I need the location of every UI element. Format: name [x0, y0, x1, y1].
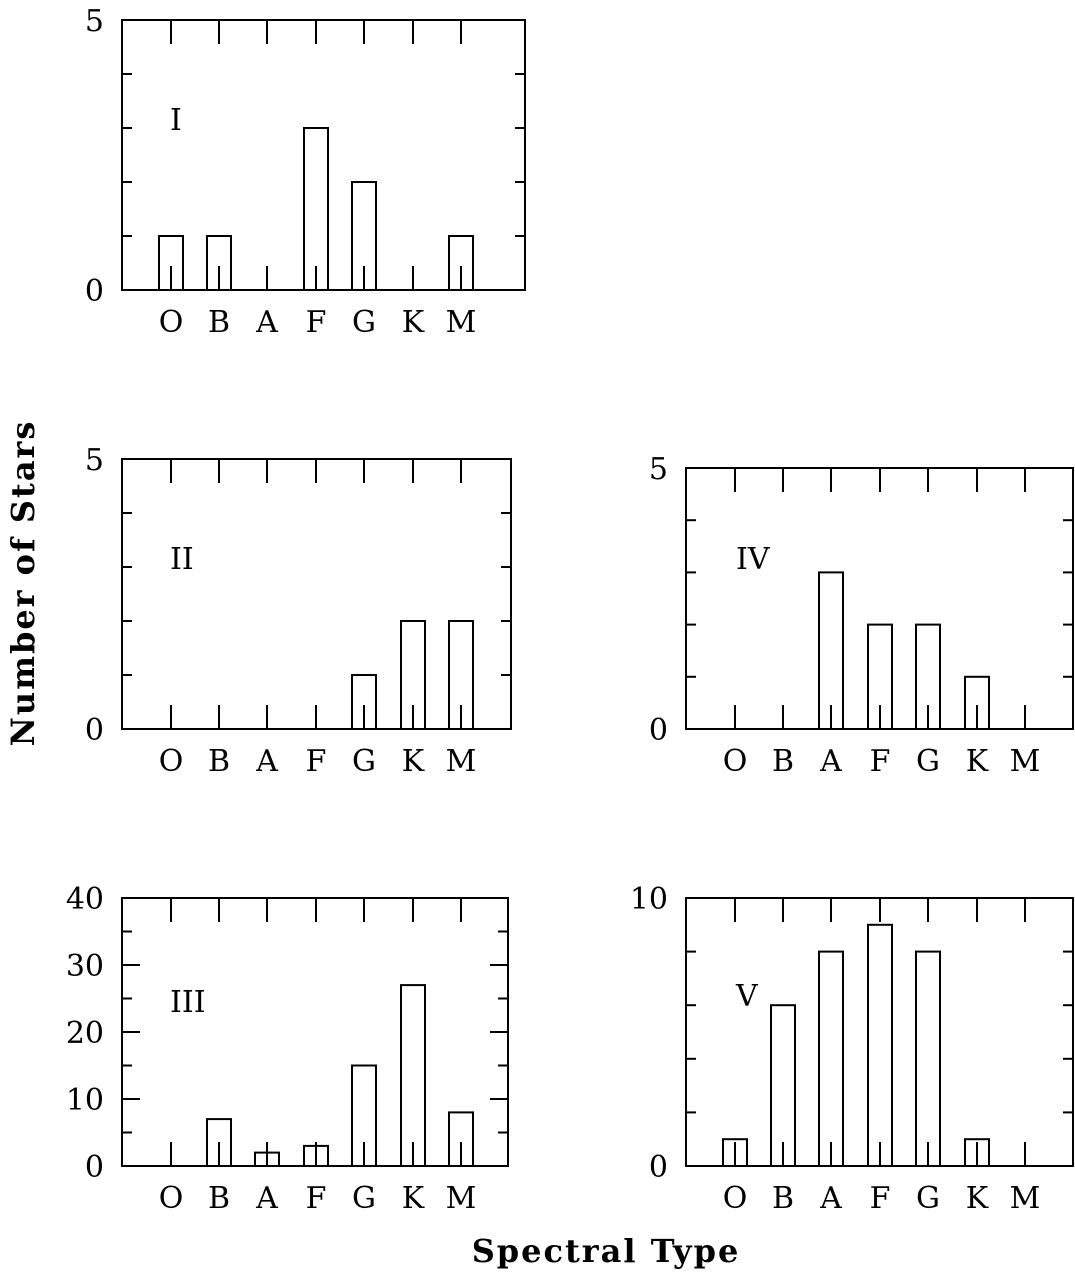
x-tick-label: O: [159, 1181, 184, 1216]
y-tick-label: 0: [649, 1150, 668, 1185]
x-tick-label: A: [819, 1181, 842, 1216]
x-tick-label: G: [916, 744, 940, 779]
panel-label: IV: [736, 542, 771, 577]
x-tick-label: M: [1010, 1181, 1041, 1216]
panel-I: O B A F G K M 0 5 I: [85, 4, 526, 340]
x-tick-label: G: [352, 1181, 376, 1216]
x-tick-label: M: [446, 1181, 477, 1216]
bar-F: [867, 923, 893, 1167]
x-tick-label: A: [819, 744, 842, 779]
y-tick-label: 20: [66, 1016, 104, 1051]
x-tick-label: O: [159, 305, 184, 340]
y-tick-label: 0: [85, 1150, 104, 1185]
x-tick-label: A: [255, 1181, 278, 1216]
panel-frame: [685, 897, 1074, 1167]
x-tick-label: F: [870, 744, 891, 779]
x-tick-label: B: [772, 1181, 794, 1216]
x-tick-label: B: [772, 744, 794, 779]
panel-IV: O B A F G K M 0 5 IV: [649, 452, 1074, 779]
x-tick-label: B: [208, 744, 230, 779]
bar-K: [400, 984, 426, 1167]
x-tick-label: G: [352, 744, 376, 779]
y-axis-label: Number of Stars: [4, 420, 42, 747]
x-tick-label: K: [402, 1181, 425, 1216]
x-tick-label: O: [723, 1181, 748, 1216]
x-tick-label: F: [306, 744, 327, 779]
x-tick-label: G: [916, 1181, 940, 1216]
x-tick-label: B: [208, 305, 230, 340]
y-tick-label: 40: [66, 882, 104, 917]
y-tick-label: 0: [85, 274, 104, 309]
panel-II: O B A F G K M 0 5 II: [85, 443, 512, 779]
panel-frame: [121, 897, 509, 1167]
panel-label: V: [735, 979, 759, 1014]
panel-III: O B A F G K M 0 10 20 30 40 III: [66, 882, 509, 1216]
x-tick-label: A: [255, 744, 278, 779]
panel-label: II: [170, 542, 194, 577]
x-tick-label: F: [306, 305, 327, 340]
x-tick-label: K: [402, 744, 425, 779]
bar-B: [770, 1004, 796, 1168]
y-tick-label: 10: [630, 882, 668, 917]
x-axis-label: Spectral Type: [472, 1232, 741, 1270]
y-tick-label: 0: [649, 713, 668, 748]
y-tick-label: 0: [85, 713, 104, 748]
panel-label: III: [170, 985, 206, 1020]
x-tick-label: B: [208, 1181, 230, 1216]
panel-label: I: [170, 103, 182, 138]
y-tick-label: 5: [85, 4, 104, 39]
x-tick-label: O: [723, 744, 748, 779]
y-tick-label: 5: [649, 452, 668, 487]
bar-F: [303, 127, 329, 291]
panel-V: O B A F G K M 0 10 V: [630, 882, 1074, 1216]
x-tick-label: F: [870, 1181, 891, 1216]
panel-frame: [121, 458, 512, 730]
y-tick-label: 30: [66, 949, 104, 984]
bar-G: [915, 950, 941, 1167]
panel-frame: [685, 467, 1074, 730]
bar-A: [818, 950, 844, 1167]
x-tick-label: M: [1010, 744, 1041, 779]
x-tick-label: K: [966, 744, 989, 779]
y-tick-label: 5: [85, 443, 104, 478]
x-tick-label: A: [255, 305, 278, 340]
x-tick-label: K: [966, 1181, 989, 1216]
x-tick-label: G: [352, 305, 376, 340]
x-tick-label: O: [159, 744, 184, 779]
x-tick-label: M: [446, 305, 477, 340]
y-tick-label: 10: [66, 1083, 104, 1118]
x-tick-label: F: [306, 1181, 327, 1216]
x-tick-label: K: [402, 305, 425, 340]
x-tick-label: M: [446, 744, 477, 779]
